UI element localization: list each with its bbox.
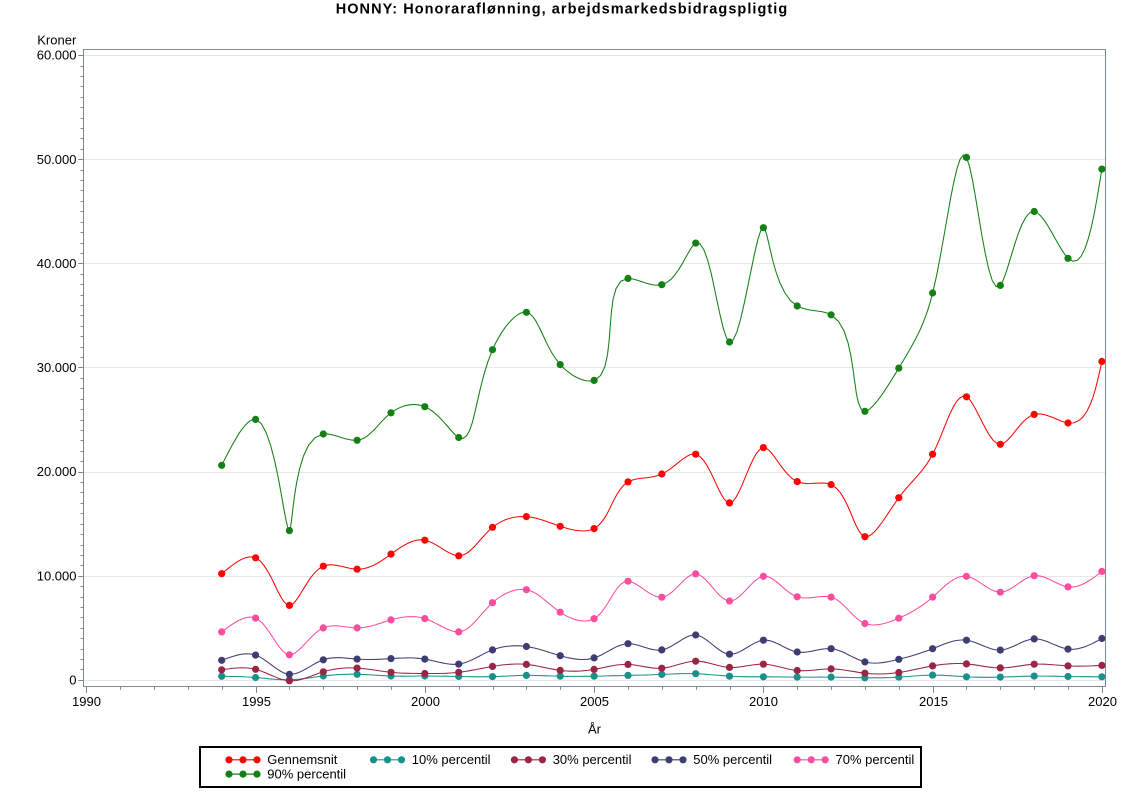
svg-text:70% percentil: 70% percentil xyxy=(836,752,915,767)
svg-text:Kroner: Kroner xyxy=(37,32,77,47)
svg-text:60.000: 60.000 xyxy=(37,48,77,63)
svg-text:0: 0 xyxy=(69,673,76,688)
svg-text:1990: 1990 xyxy=(72,694,101,709)
svg-text:År: År xyxy=(588,722,602,737)
svg-text:2015: 2015 xyxy=(919,694,948,709)
svg-text:Gennemsnit: Gennemsnit xyxy=(267,752,337,767)
svg-text:30% percentil: 30% percentil xyxy=(553,752,632,767)
svg-text:2005: 2005 xyxy=(580,694,609,709)
svg-text:90% percentil: 90% percentil xyxy=(267,767,346,782)
svg-text:10.000: 10.000 xyxy=(37,568,77,583)
svg-text:2020: 2020 xyxy=(1088,694,1117,709)
svg-text:2010: 2010 xyxy=(749,694,778,709)
svg-text:20.000: 20.000 xyxy=(37,464,77,479)
svg-text:1995: 1995 xyxy=(242,694,271,709)
svg-text:HONNY: Honoraraflønning, arbej: HONNY: Honoraraflønning, arbejdsmarkedsb… xyxy=(336,2,789,18)
svg-text:40.000: 40.000 xyxy=(37,256,77,271)
svg-text:30.000: 30.000 xyxy=(37,360,77,375)
svg-text:2000: 2000 xyxy=(411,694,440,709)
svg-text:50% percentil: 50% percentil xyxy=(693,752,772,767)
svg-text:50.000: 50.000 xyxy=(37,152,77,167)
svg-text:10% percentil: 10% percentil xyxy=(412,752,491,767)
